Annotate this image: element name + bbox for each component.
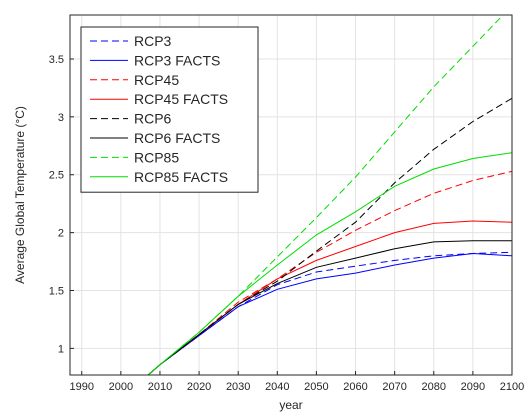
- x-tick-label: 2040: [265, 381, 289, 393]
- legend: RCP3 RCP3 FACTS RCP45 RCP45 FACTS RCP6 RCP6 F…: [80, 26, 259, 193]
- legend-label: RCP3: [134, 33, 172, 49]
- series-line-rcp3-facts: [147, 252, 512, 375]
- y-tick-label: 3: [58, 112, 64, 124]
- y-tick-label: 3.5: [49, 54, 64, 66]
- axes-frame: [69, 14, 513, 376]
- legend-label: RCP85: [134, 149, 179, 165]
- x-tick-label: 2000: [109, 381, 133, 393]
- y-tick-label: 2.5: [49, 170, 64, 182]
- y-axis-label: Average Global Temperature (°C): [13, 106, 27, 284]
- y-tick-label: 2: [58, 228, 64, 240]
- legend-label: RCP6: [134, 111, 172, 127]
- series-lines: [147, 15, 512, 375]
- x-tick-label: 2010: [148, 381, 172, 393]
- x-tick-label: 2070: [382, 381, 406, 393]
- y-tick-label: 1.5: [49, 285, 64, 297]
- legend-box: [80, 26, 259, 193]
- x-tick-label: 2020: [187, 381, 211, 393]
- x-axis-label: year: [279, 398, 302, 412]
- series-line-rcp6-facts: [147, 240, 512, 375]
- x-tick-label: 2060: [343, 381, 367, 393]
- x-tick-label: 2030: [226, 381, 250, 393]
- x-tick-label: 2100: [500, 381, 524, 393]
- x-tick-label: 2090: [461, 381, 485, 393]
- legend-label: RCP45 FACTS: [134, 91, 228, 107]
- x-tick-label: 1990: [69, 381, 93, 393]
- legend-label: RCP45: [134, 72, 179, 88]
- legend-label: RCP3 FACTS: [134, 52, 220, 68]
- series-line-rcp85-facts: [147, 152, 512, 375]
- legend-label: RCP85 FACTS: [134, 169, 228, 185]
- legend-label: RCP6 FACTS: [134, 130, 220, 146]
- y-tick-label: 1: [58, 343, 64, 355]
- axis-ticks: 1990 2000 2010 2020 2030 2040 2050 2060 2070 2080…: [49, 54, 525, 393]
- x-tick-label: 2050: [304, 381, 328, 393]
- x-tick-label: 2080: [422, 381, 446, 393]
